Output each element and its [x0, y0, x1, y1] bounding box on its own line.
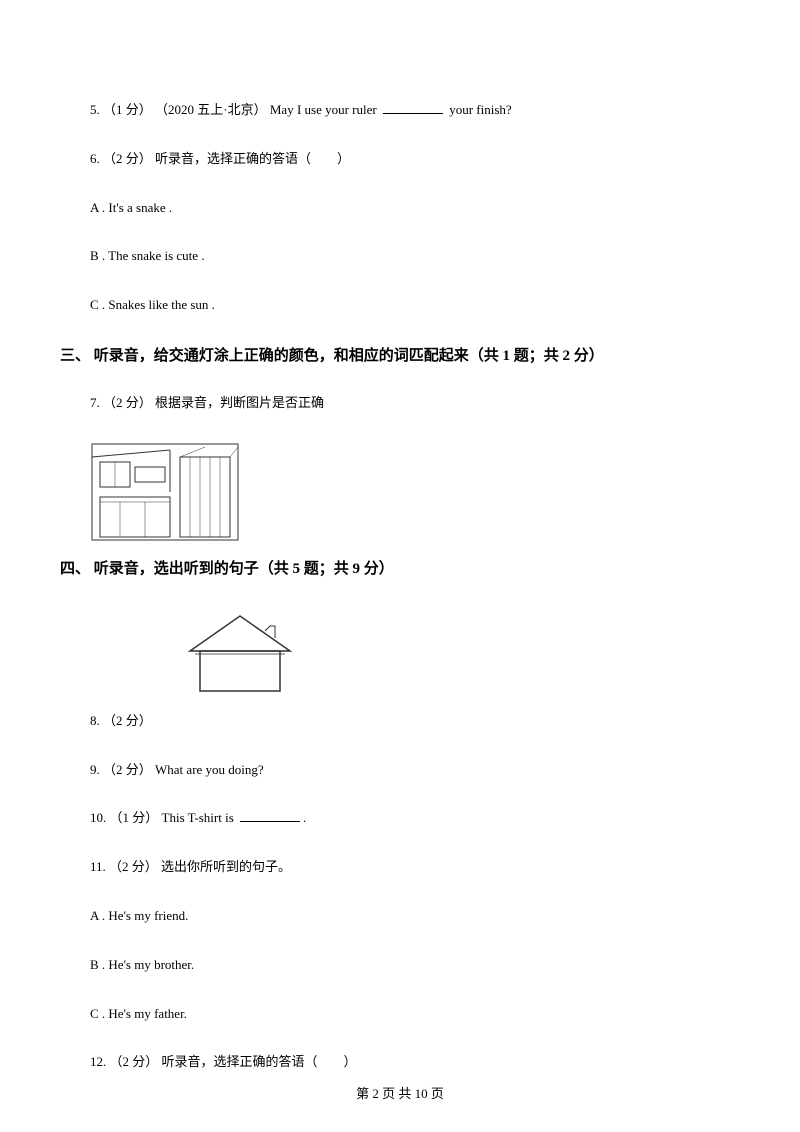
- q11-points: （2 分）: [109, 859, 158, 874]
- q8-number: 8.: [90, 713, 100, 728]
- q9-number: 9.: [90, 762, 100, 777]
- q5-text-before: May I use your ruler: [270, 102, 380, 117]
- section-3-header: 三、 听录音，给交通灯涂上正确的颜色，和相应的词匹配起来（共 1 题；共 2 分…: [60, 344, 710, 365]
- q10-text-after: .: [303, 810, 306, 825]
- q7-text: 根据录音，判断图片是否正确: [155, 395, 324, 410]
- q5-text-after: your finish?: [446, 102, 512, 117]
- q10-blank[interactable]: [240, 809, 300, 822]
- q6-points: （2 分）: [103, 151, 152, 166]
- q6-text: 听录音，选择正确的答语（ ）: [155, 151, 350, 166]
- q6-option-a: A . It's a snake .: [60, 198, 710, 219]
- page-footer: 第 2 页 共 10 页: [0, 1083, 800, 1102]
- q9-text: What are you doing?: [155, 762, 264, 777]
- house-icon: [170, 606, 310, 696]
- q7-points: （2 分）: [103, 395, 152, 410]
- question-11: 11. （2 分） 选出你所听到的句子。: [60, 857, 710, 878]
- q12-text: 听录音，选择正确的答语（ ）: [162, 1054, 357, 1069]
- question-7: 7. （2 分） 根据录音，判断图片是否正确: [60, 393, 710, 414]
- q12-number: 12.: [90, 1054, 106, 1069]
- q12-points: （2 分）: [110, 1054, 159, 1069]
- q5-number: 5.: [90, 102, 100, 117]
- kitchen-image-container: [60, 442, 710, 547]
- q11-number: 11.: [90, 859, 106, 874]
- question-5: 5. （1 分） （2020 五上·北京） May I use your rul…: [60, 100, 710, 121]
- q11-text: 选出你所听到的句子。: [161, 859, 291, 874]
- q10-text-before: This T-shirt is: [162, 810, 238, 825]
- q11-option-b: B . He's my brother.: [60, 955, 710, 976]
- question-8: 8. （2 分）: [60, 711, 710, 732]
- q11-option-a: A . He's my friend.: [60, 906, 710, 927]
- question-9: 9. （2 分） What are you doing?: [60, 760, 710, 781]
- q6-option-c: C . Snakes like the sun .: [60, 295, 710, 316]
- q11-option-c: C . He's my father.: [60, 1004, 710, 1025]
- q10-points: （1 分）: [110, 810, 159, 825]
- q6-option-b: B . The snake is cute .: [60, 246, 710, 267]
- kitchen-icon: [90, 442, 240, 542]
- question-10: 10. （1 分） This T-shirt is .: [60, 808, 710, 829]
- q5-blank[interactable]: [383, 101, 443, 114]
- section-4-header: 四、 听录音，选出听到的句子（共 5 题；共 9 分）: [60, 557, 710, 578]
- question-6: 6. （2 分） 听录音，选择正确的答语（ ）: [60, 149, 710, 170]
- q9-points: （2 分）: [103, 762, 152, 777]
- q7-number: 7.: [90, 395, 100, 410]
- q5-points: （1 分）: [103, 102, 152, 117]
- q6-number: 6.: [90, 151, 100, 166]
- q8-points: （2 分）: [103, 713, 152, 728]
- q10-number: 10.: [90, 810, 106, 825]
- question-12: 12. （2 分） 听录音，选择正确的答语（ ）: [60, 1052, 710, 1073]
- house-image-container: [60, 606, 710, 701]
- q5-source: （2020 五上·北京）: [155, 102, 267, 117]
